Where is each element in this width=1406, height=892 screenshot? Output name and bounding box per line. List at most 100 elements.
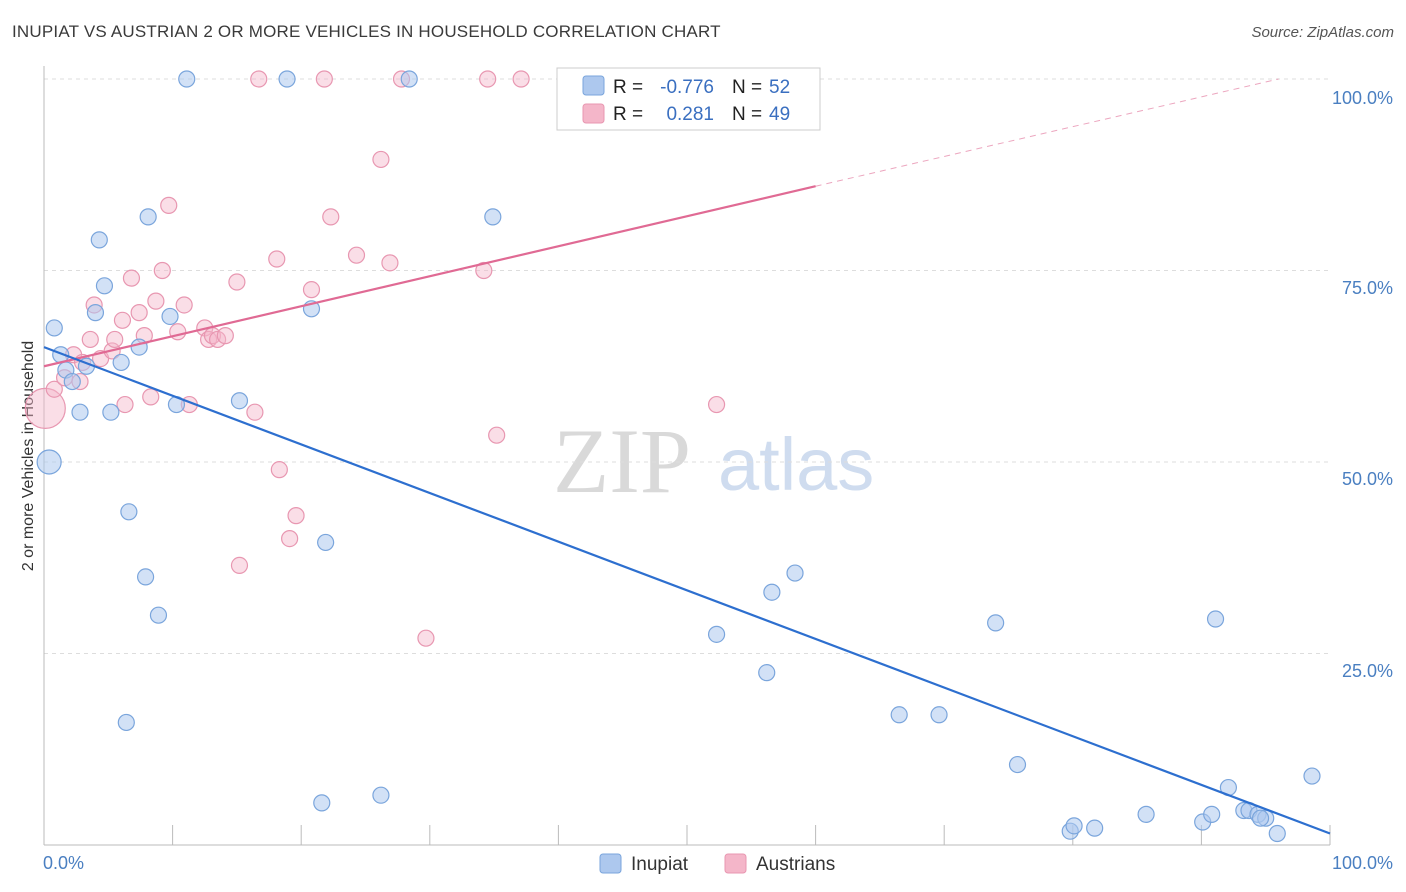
inupiat-point <box>1203 805 1221 823</box>
austrian-point <box>417 629 435 647</box>
inupiat-point <box>400 70 418 88</box>
austrian-point <box>113 311 132 329</box>
austrian-point <box>130 304 148 322</box>
austrian-point <box>246 403 264 421</box>
y-tick-label: 25.0% <box>1342 661 1393 681</box>
inupiat-point <box>102 403 120 421</box>
legend-r-value: -0.776 <box>660 77 714 98</box>
austrian-point <box>475 261 493 280</box>
austrian-point <box>228 273 246 291</box>
legend-r-label: R = <box>613 104 643 125</box>
inupiat-point <box>130 338 148 356</box>
legend-r-value: 0.281 <box>666 104 714 125</box>
austrian-point <box>488 426 506 444</box>
inupiat-point <box>86 304 105 322</box>
inupiat-point <box>278 70 296 88</box>
inupiat-point <box>45 319 63 337</box>
austrian-point <box>209 330 227 349</box>
austrian-point <box>216 327 234 345</box>
austrian-point <box>24 387 66 429</box>
series-legend: Inupiat Austrians <box>599 853 835 875</box>
y-tick-label: 50.0% <box>1342 469 1393 489</box>
inupiat-point <box>90 231 108 249</box>
inupiat-point <box>230 392 249 410</box>
inupiat-point <box>758 664 776 682</box>
y-tick-label: 75.0% <box>1342 278 1393 298</box>
inupiat-point <box>95 277 114 295</box>
austrian-point <box>281 529 299 548</box>
inupiat-legend-swatch <box>599 853 622 874</box>
austrian-point <box>122 269 141 287</box>
austrian-point <box>372 150 390 169</box>
inupiat-point <box>317 533 335 552</box>
source-label: Source: ZipAtlas.com <box>1251 24 1394 41</box>
austrian-point <box>160 196 178 214</box>
watermark-atlas: atlas <box>718 423 874 506</box>
austrian-point <box>302 281 321 299</box>
inupiat-point <box>178 70 196 88</box>
inupiat-trend-line <box>43 346 1331 835</box>
inupiat-point <box>313 794 331 812</box>
inupiat-point <box>707 625 726 643</box>
inupiat-point <box>117 713 135 732</box>
austrian-point <box>268 250 286 268</box>
inupiat-point <box>1008 755 1027 774</box>
austrian-legend-swatch <box>724 853 747 874</box>
austrian-point <box>512 70 530 88</box>
chart-title: INUPIAT VS AUSTRIAN 2 OR MORE VEHICLES I… <box>12 22 721 41</box>
x-tick-labels: 0.0% 100.0% <box>43 853 1393 873</box>
legend-label-austrians: Austrians <box>756 854 835 875</box>
inupiat-point <box>161 307 179 326</box>
inupiat-point <box>1065 817 1083 835</box>
austrian-trend-extension <box>815 78 1279 187</box>
inupiat-point <box>1137 805 1155 823</box>
inupiat-point <box>71 403 89 421</box>
austrian-point <box>270 461 288 479</box>
y-tick-labels: 25.0% 50.0% 75.0% 100.0% <box>1332 88 1393 681</box>
stats-legend: R = -0.776 N = 52 R = 0.281 N = 49 <box>556 67 821 131</box>
inupiat-point <box>1206 610 1225 628</box>
inupiat-point <box>149 606 168 624</box>
inupiat-point <box>139 208 157 226</box>
inupiat-point <box>930 706 948 724</box>
austrian-point <box>230 556 249 575</box>
austrian-point <box>116 395 134 414</box>
austrian-point <box>707 395 726 414</box>
austrian-point <box>315 70 333 88</box>
austrian-point <box>106 330 124 349</box>
austrian-point <box>175 296 193 314</box>
austrian-point <box>250 70 268 88</box>
austrian-legend-swatch <box>582 103 605 124</box>
inupiat-point <box>63 372 81 391</box>
inupiat-points <box>36 70 1321 843</box>
legend-label-inupiat: Inupiat <box>631 854 689 875</box>
inupiat-point <box>987 614 1005 632</box>
austrian-point <box>153 261 171 280</box>
austrian-point <box>322 208 340 226</box>
inupiat-point <box>1303 767 1321 785</box>
inupiat-point <box>890 706 908 724</box>
austrian-point <box>81 330 99 349</box>
inupiat-point <box>786 564 804 582</box>
legend-n-value: 52 <box>769 77 790 98</box>
legend-r-label: R = <box>613 77 643 98</box>
legend-n-label: N = <box>732 104 762 125</box>
inupiat-point <box>1268 824 1286 843</box>
austrian-point <box>45 380 63 398</box>
austrian-trend-line <box>43 185 816 368</box>
watermark-zip: ZIP <box>553 410 691 512</box>
austrian-point <box>147 292 165 310</box>
austrian-point <box>381 254 399 272</box>
legend-n-label: N = <box>732 77 762 98</box>
inupiat-point <box>120 503 138 521</box>
austrian-point <box>287 507 305 525</box>
austrian-point <box>142 388 160 406</box>
inupiat-point <box>1251 809 1270 827</box>
legend-n-value: 49 <box>769 104 790 125</box>
y-tick-label: 100.0% <box>1332 88 1393 108</box>
austrian-points <box>24 70 726 647</box>
x-tick-label: 0.0% <box>43 853 84 873</box>
x-tick-label: 100.0% <box>1332 853 1393 873</box>
inupiat-legend-swatch <box>582 75 605 96</box>
y-axis-title: 2 or more Vehicles in Household <box>20 341 37 571</box>
